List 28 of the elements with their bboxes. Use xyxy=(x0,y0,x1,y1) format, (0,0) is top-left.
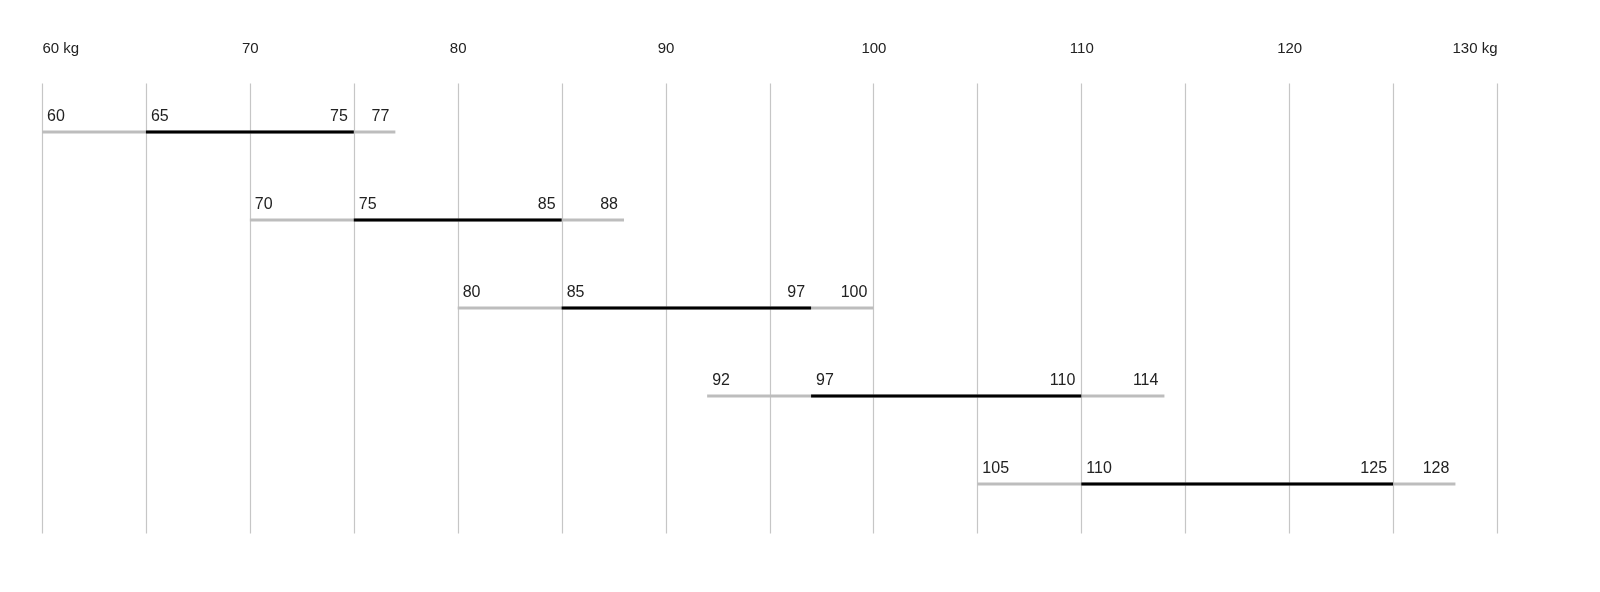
text: 92 xyxy=(712,371,730,388)
text: 75 xyxy=(329,107,348,124)
x-tick-label: 110 xyxy=(1069,38,1094,56)
text: 125 xyxy=(1360,459,1388,476)
x-tick-label: 100 xyxy=(861,38,887,56)
text: 88 xyxy=(600,195,618,212)
text: 97 xyxy=(816,371,834,388)
text: 77 xyxy=(371,107,390,124)
x-tick-label: 70 xyxy=(242,38,259,56)
x-tick-label: 120 xyxy=(1277,38,1303,56)
text: 80 xyxy=(462,283,481,300)
text: 85 xyxy=(566,283,585,300)
text: 85 xyxy=(537,195,556,212)
text: 114 xyxy=(1132,371,1159,388)
x-tick-label: 80 xyxy=(449,38,467,56)
text: 105 xyxy=(982,459,1010,476)
x-tick-label: 130 kg xyxy=(1452,38,1498,56)
text: 65 xyxy=(150,107,169,124)
text: 97 xyxy=(787,283,806,300)
text: 75 xyxy=(358,195,377,212)
text: 110 xyxy=(1086,459,1112,476)
text: 128 xyxy=(1422,459,1450,476)
x-tick-label: 90 xyxy=(657,38,675,56)
x-tick-label: 60 kg xyxy=(42,38,80,56)
text: 100 xyxy=(840,283,868,300)
text: 110 xyxy=(1049,371,1076,388)
text: 60 xyxy=(47,107,65,124)
text: 70 xyxy=(254,195,273,212)
